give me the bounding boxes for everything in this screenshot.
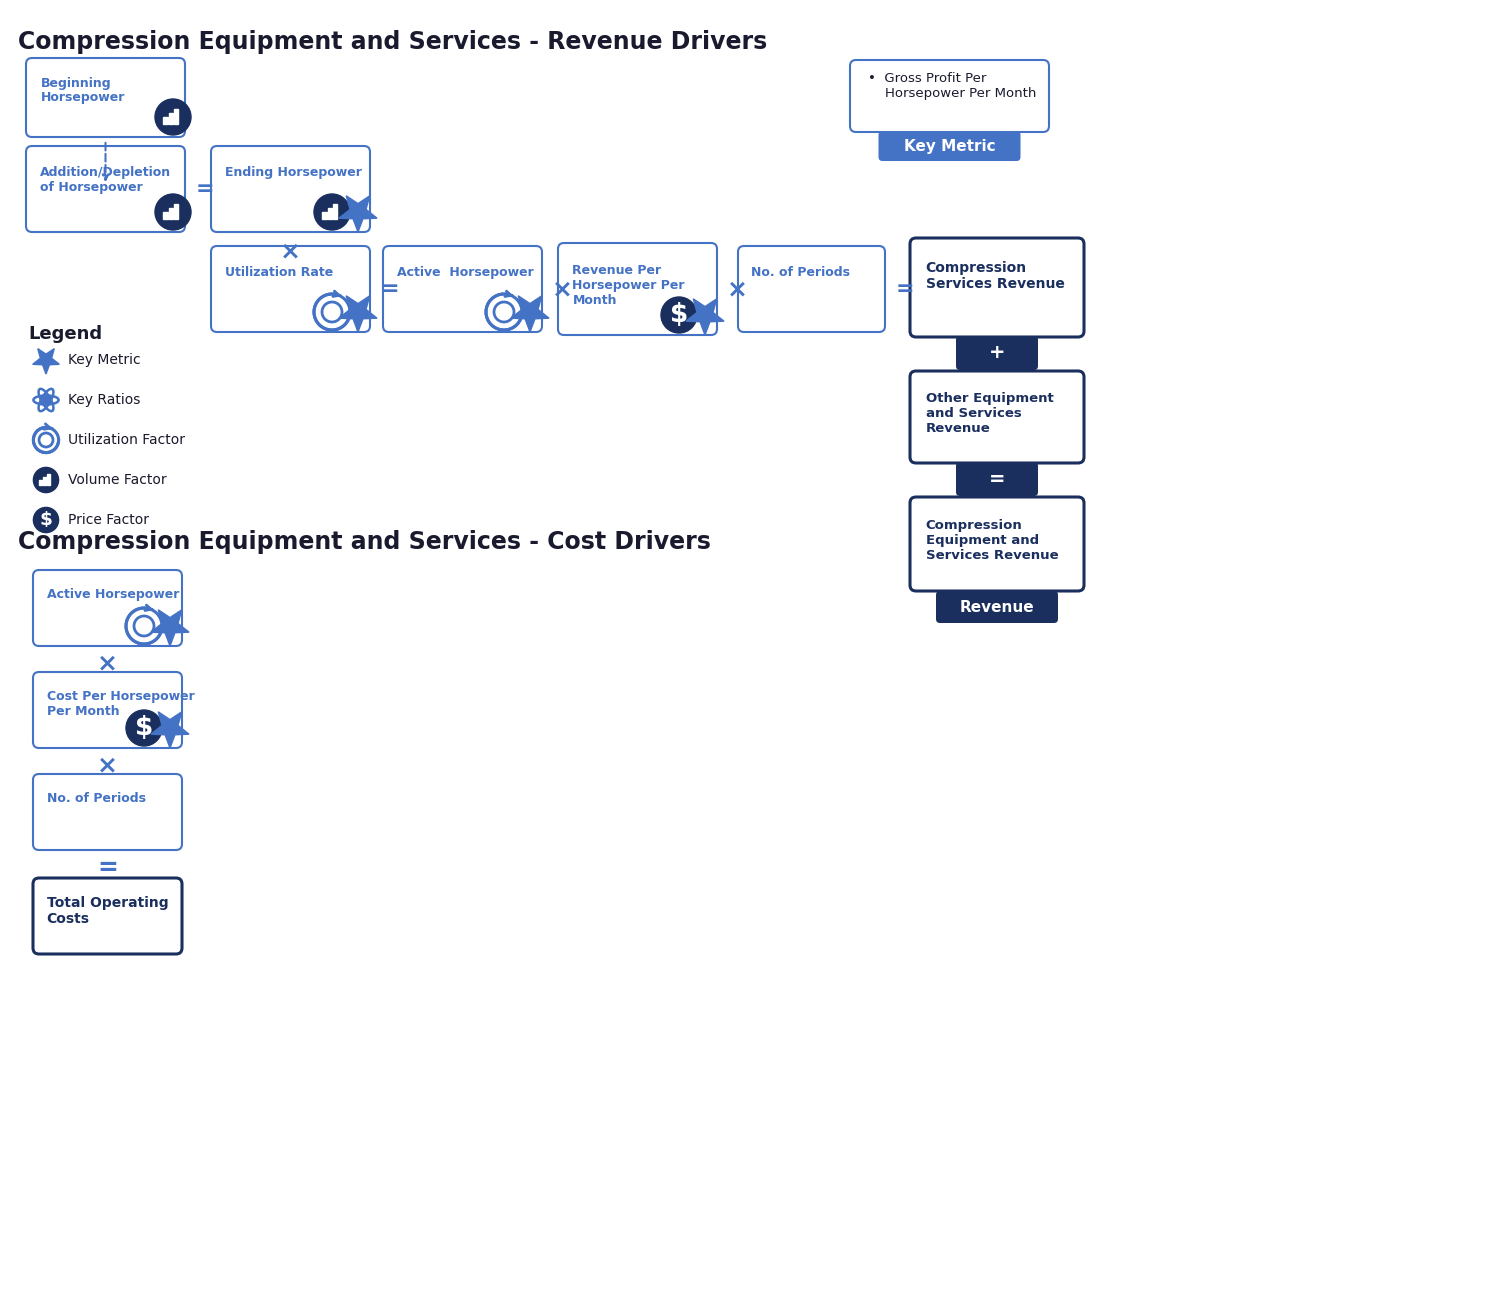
Text: ×: × [551, 276, 572, 301]
Circle shape [314, 193, 350, 230]
Text: Compression Equipment and Services - Revenue Drivers: Compression Equipment and Services - Rev… [18, 30, 767, 54]
Text: No. of Periods: No. of Periods [752, 266, 850, 279]
Text: =: = [989, 470, 1005, 488]
Text: $: $ [670, 301, 688, 328]
Text: Key Metric: Key Metric [904, 138, 995, 154]
Text: ×: × [97, 754, 118, 778]
Text: Compression
Services Revenue: Compression Services Revenue [926, 261, 1065, 291]
Text: Utilization Factor: Utilization Factor [68, 433, 185, 447]
Text: Key Ratios: Key Ratios [68, 393, 140, 407]
Text: ×: × [727, 276, 747, 301]
Text: =: = [195, 179, 214, 199]
Text: Cost Per Horsepower
Per Month: Cost Per Horsepower Per Month [46, 690, 195, 717]
Text: Utilization Rate: Utilization Rate [225, 266, 334, 279]
Circle shape [33, 467, 58, 492]
Text: Price Factor: Price Factor [68, 513, 149, 526]
Bar [164, 212, 168, 218]
Text: No. of Periods: No. of Periods [46, 792, 146, 805]
FancyBboxPatch shape [25, 58, 185, 137]
Text: $: $ [40, 511, 52, 529]
Text: ×: × [280, 240, 301, 265]
Bar [43, 478, 46, 484]
Text: Revenue: Revenue [960, 600, 1035, 615]
FancyBboxPatch shape [211, 246, 369, 332]
Bar [322, 212, 326, 218]
Bar [39, 480, 42, 484]
Text: Volume Factor: Volume Factor [68, 472, 167, 487]
Bar [168, 208, 173, 218]
Text: Revenue Per
Horsepower Per
Month: Revenue Per Horsepower Per Month [572, 265, 685, 308]
Text: Addition/Depletion
of Horsepower: Addition/Depletion of Horsepower [40, 166, 171, 193]
Text: Key Metric: Key Metric [68, 353, 140, 367]
FancyBboxPatch shape [33, 774, 182, 850]
Polygon shape [339, 196, 377, 232]
FancyBboxPatch shape [910, 371, 1084, 463]
Circle shape [43, 396, 49, 404]
Polygon shape [339, 296, 377, 332]
FancyBboxPatch shape [910, 497, 1084, 591]
Text: $: $ [135, 715, 153, 741]
Circle shape [155, 193, 191, 230]
Circle shape [127, 711, 162, 746]
Circle shape [661, 297, 697, 333]
Text: Active  Horsepower: Active Horsepower [398, 266, 535, 279]
Polygon shape [33, 349, 60, 374]
FancyBboxPatch shape [910, 238, 1084, 337]
FancyBboxPatch shape [211, 146, 369, 232]
Text: =: = [896, 279, 914, 299]
FancyBboxPatch shape [33, 672, 182, 747]
Circle shape [155, 99, 191, 136]
Text: Other Equipment
and Services
Revenue: Other Equipment and Services Revenue [926, 392, 1053, 436]
FancyBboxPatch shape [879, 132, 1020, 161]
Text: •  Gross Profit Per
    Horsepower Per Month: • Gross Profit Per Horsepower Per Month [868, 72, 1036, 100]
Text: =: = [381, 279, 399, 299]
Text: +: + [989, 343, 1005, 362]
Text: Beginning
Horsepower: Beginning Horsepower [40, 76, 125, 104]
FancyBboxPatch shape [25, 146, 185, 232]
Bar [46, 474, 49, 484]
Text: Ending Horsepower: Ending Horsepower [225, 166, 362, 179]
Text: Compression
Equipment and
Services Revenue: Compression Equipment and Services Reven… [926, 519, 1059, 562]
Bar [174, 204, 179, 218]
Text: ×: × [97, 651, 118, 676]
FancyBboxPatch shape [383, 246, 542, 332]
FancyBboxPatch shape [33, 570, 182, 646]
Bar [334, 204, 338, 218]
Polygon shape [150, 609, 189, 646]
Bar [328, 208, 332, 218]
Bar [174, 109, 179, 124]
FancyBboxPatch shape [850, 61, 1048, 132]
FancyBboxPatch shape [956, 462, 1038, 496]
FancyBboxPatch shape [956, 336, 1038, 370]
Text: =: = [97, 855, 118, 880]
Text: Legend: Legend [28, 325, 103, 343]
Bar [168, 113, 173, 124]
Polygon shape [511, 296, 549, 332]
FancyBboxPatch shape [33, 878, 182, 954]
Circle shape [33, 508, 58, 533]
Polygon shape [150, 712, 189, 747]
FancyBboxPatch shape [937, 591, 1059, 622]
Polygon shape [686, 299, 724, 336]
Text: Active Horsepower: Active Horsepower [46, 588, 179, 601]
Text: Compression Equipment and Services - Cost Drivers: Compression Equipment and Services - Cos… [18, 530, 710, 554]
Bar [164, 117, 168, 124]
FancyBboxPatch shape [739, 246, 884, 332]
FancyBboxPatch shape [558, 243, 718, 336]
Text: Total Operating
Costs: Total Operating Costs [46, 896, 168, 926]
